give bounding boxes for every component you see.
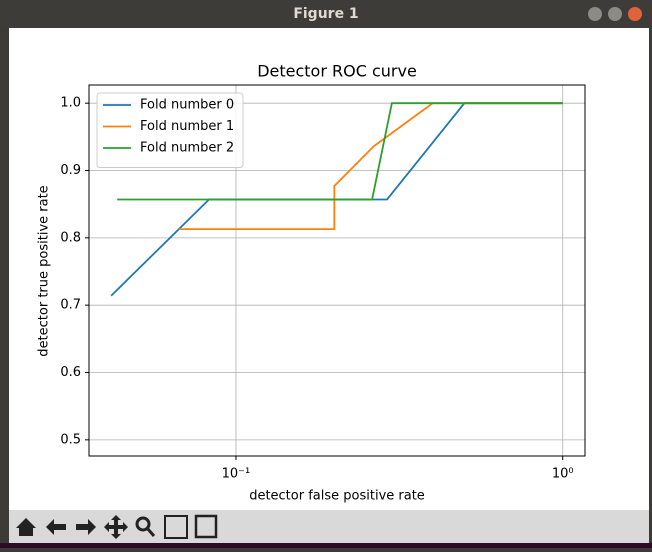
- plot: Detector ROC curve detector false positi…: [37, 62, 586, 504]
- forward-button[interactable]: [76, 519, 96, 535]
- y-tick-label: 0.8: [60, 230, 81, 245]
- chart-title: Detector ROC curve: [257, 62, 417, 81]
- x-tick-label: 10⁻¹: [222, 467, 251, 482]
- minimize-button[interactable]: [588, 7, 602, 21]
- window-title: Figure 1: [293, 6, 358, 22]
- legend-box: [96, 92, 244, 168]
- y-tick-label: 0.6: [60, 365, 81, 380]
- legend-label: Fold number 2: [140, 141, 234, 156]
- pan-button[interactable]: [104, 515, 128, 539]
- zoom-handle: [145, 527, 156, 537]
- y-tick-label: 0.9: [60, 163, 81, 178]
- x-axis-label: detector false positive rate: [249, 489, 425, 504]
- maximize-button[interactable]: [608, 7, 622, 21]
- terminal-strip: [0, 543, 652, 548]
- legend-label: Fold number 1: [140, 119, 234, 134]
- save-button[interactable]: [194, 514, 218, 539]
- toolbar-icons: [16, 514, 218, 539]
- close-button[interactable]: [628, 7, 642, 21]
- y-tick-label: 1.0: [60, 96, 81, 111]
- axes-frame: [88, 84, 586, 457]
- y-axis-label: detector true positive rate: [37, 185, 52, 356]
- y-tick-label: 0.7: [60, 298, 81, 313]
- back-button[interactable]: [46, 519, 66, 535]
- zoom-button[interactable]: [135, 516, 151, 532]
- title-bar: [0, 0, 652, 28]
- line-series: [117, 102, 563, 201]
- home-button[interactable]: [16, 518, 36, 536]
- configure-button[interactable]: [164, 515, 188, 539]
- legend-label: Fold number 0: [140, 98, 234, 113]
- y-tick-label: 0.5: [60, 432, 81, 447]
- x-tick-label: 10⁰: [552, 467, 574, 482]
